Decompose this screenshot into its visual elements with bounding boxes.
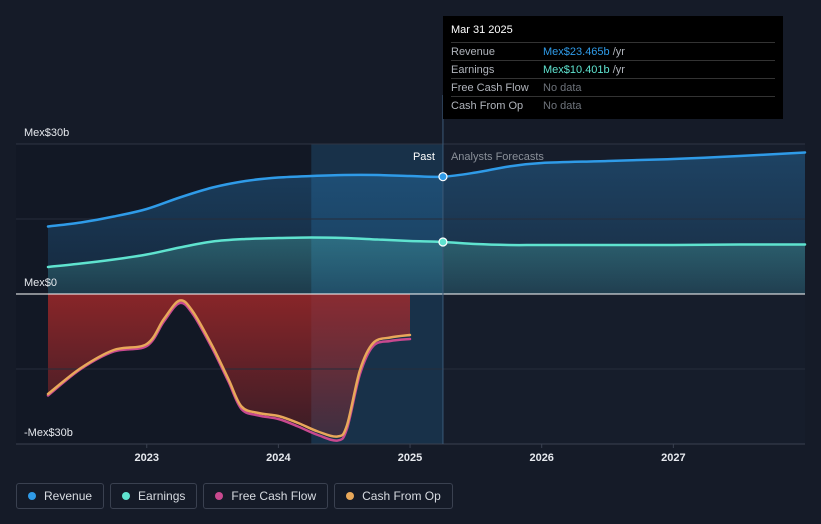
revenue-line [46,151,807,228]
tooltip-row-earnings: Earnings Mex$10.401b /yr [451,60,775,78]
legend: Revenue Earnings Free Cash Flow Cash Fro… [16,483,453,509]
tooltip-label: Earnings [451,63,495,76]
earnings-area [48,237,805,294]
legend-label: Earnings [138,489,186,503]
cash-from-op-dot-icon [346,492,355,500]
tooltip-unit: /yr [609,45,625,58]
earnings-line [46,236,807,269]
tooltip-date: Mar 31 2025 [451,24,513,36]
legend-label: Free Cash Flow [231,489,317,503]
tooltip-value: Mex$23.465b [543,45,610,58]
earnings-dot-icon [122,492,131,500]
tooltip-value: No data [543,99,582,112]
x-tick-label: 2027 [661,452,685,464]
x-tick-label: 2026 [529,452,553,464]
tooltip-unit: /yr [609,63,625,76]
tooltip-label: Revenue [451,45,496,58]
cash-flow-negative-area [48,294,410,437]
legend-item-revenue[interactable]: Revenue [16,483,105,509]
past-label: Past [413,151,435,163]
tooltip-value: No data [543,81,582,94]
y-tick-label: Mex$0 [24,277,57,289]
cash-from-op-line [46,299,412,438]
legend-item-free-cash-flow[interactable]: Free Cash Flow [203,483,329,509]
tooltip-row-revenue: Revenue Mex$23.465b /yr [451,42,775,60]
earnings-marker [438,237,448,247]
legend-item-cash-from-op[interactable]: Cash From Op [334,483,453,509]
tooltip: Mar 31 2025 Revenue Mex$23.465b /yr Earn… [443,16,783,119]
tooltip-row-free-cash-flow: Free Cash Flow No data [451,78,775,96]
revenue-marker [438,172,448,182]
y-tick-label: -Mex$30b [24,427,73,439]
x-tick-label: 2025 [398,452,422,464]
tooltip-value: Mex$10.401b [543,63,610,76]
tooltip-label: Cash From Op [451,99,524,112]
legend-label: Cash From Op [362,489,441,503]
free-cash-flow-dot-icon [215,492,224,500]
tooltip-row-cash-from-op: Cash From Op No data [451,96,775,114]
legend-label: Revenue [44,489,93,503]
forecast-label: Analysts Forecasts [451,151,544,163]
tooltip-label: Free Cash Flow [451,81,529,94]
x-tick-label: 2024 [266,452,291,464]
y-tick-label: Mex$30b [24,127,69,139]
x-tick-label: 2023 [134,452,158,464]
revenue-dot-icon [28,492,36,500]
legend-item-earnings[interactable]: Earnings [110,483,198,509]
